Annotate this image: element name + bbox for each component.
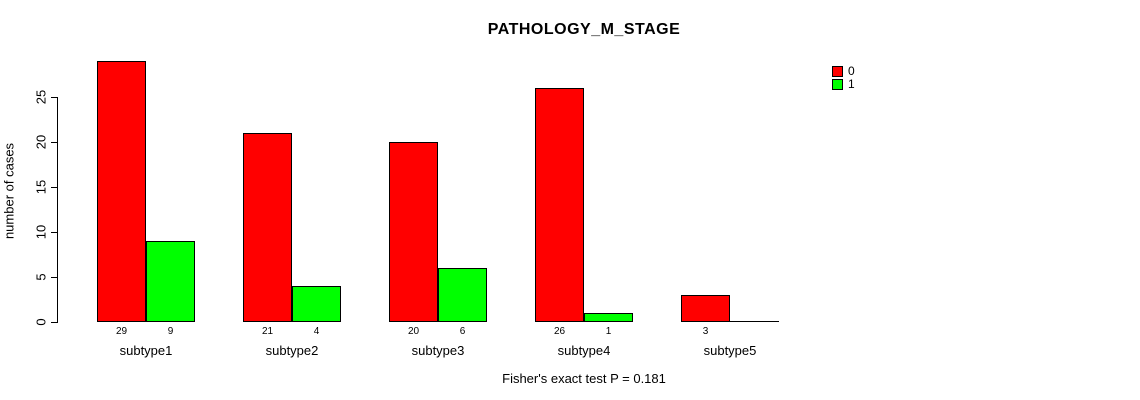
annotation-fisher-test: Fisher's exact test P = 0.181 [502,371,666,386]
bar-1-subtype2 [292,286,341,322]
bar-value-label: 20 [407,326,420,337]
bar-value-label: 21 [261,326,274,337]
y-tick-label: 5 [33,273,49,281]
legend-label: 1 [848,77,855,91]
category-label-subtype1: subtype1 [119,343,173,358]
bar-0-subtype4 [535,88,584,322]
category-label-subtype4: subtype4 [557,343,611,358]
y-tick-mark [51,277,57,278]
bar-value-label: 9 [167,326,174,337]
bar-value-label: 4 [313,326,320,337]
bar-value-label: 1 [605,326,612,337]
legend-item-0: 0 [832,65,855,78]
y-tick-mark [51,232,57,233]
category-label-subtype5: subtype5 [703,343,757,358]
legend-item-1: 1 [832,78,855,91]
chart-title: PATHOLOGY_M_STAGE [487,21,681,38]
bar-0-subtype5 [681,295,730,322]
legend-swatch-0 [832,66,843,77]
y-tick-label: 20 [33,134,49,150]
y-tick-mark [51,97,57,98]
bar-0-subtype2 [243,133,292,322]
bar-1-subtype1 [146,241,195,322]
y-tick-mark [51,322,57,323]
category-label-subtype2: subtype2 [265,343,319,358]
y-tick-label: 10 [33,224,49,240]
bar-value-label: 26 [553,326,566,337]
bar-value-label: 29 [115,326,128,337]
legend-swatch-1 [832,79,843,90]
y-tick-mark [51,142,57,143]
bar-1-subtype5 [730,321,779,322]
y-tick-label: 15 [33,179,49,195]
y-tick-label: 0 [33,318,49,326]
bar-1-subtype3 [438,268,487,322]
bar-value-label: 3 [702,326,709,337]
y-tick-mark [51,187,57,188]
legend-label: 0 [848,64,855,78]
bar-1-subtype4 [584,313,633,322]
y-tick-label: 25 [33,89,49,105]
y-axis-line [57,97,58,323]
y-axis-title: number of cases [1,142,17,240]
category-label-subtype3: subtype3 [411,343,465,358]
bar-value-label: 6 [459,326,466,337]
bar-0-subtype3 [389,142,438,322]
bar-0-subtype1 [97,61,146,322]
